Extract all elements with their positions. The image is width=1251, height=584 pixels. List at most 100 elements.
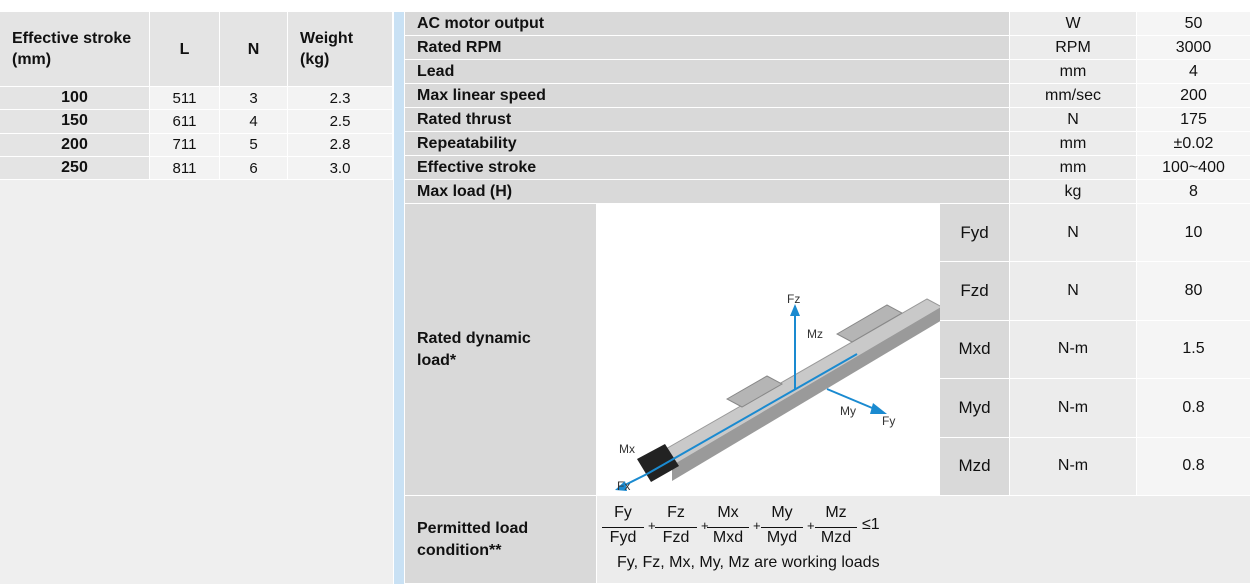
- spec-label: Effective stroke: [405, 156, 1010, 180]
- spec-unit: mm/sec: [1010, 84, 1137, 108]
- load-name-text: Mzd: [958, 456, 990, 476]
- spec-value: 100~400: [1137, 156, 1251, 180]
- load-unit-text: N-m: [1058, 340, 1088, 358]
- load-value-text: 0.8: [1182, 399, 1204, 417]
- data-cell: 811: [150, 157, 220, 180]
- spec-unit-text: W: [1065, 15, 1080, 33]
- page: Effective stroke (mm)LNWeight (kg)100511…: [0, 0, 1251, 584]
- spec-value-text: 175: [1180, 111, 1207, 129]
- load-value: 1.5: [1137, 321, 1251, 379]
- fraction-bar: [655, 527, 697, 528]
- data-cell-text: 4: [249, 113, 257, 130]
- diagram-label: Mx: [619, 442, 635, 456]
- spec-value: 8: [1137, 180, 1251, 204]
- spec-unit: N: [1010, 108, 1137, 132]
- spec-value: ±0.02: [1137, 132, 1251, 156]
- data-cell-text: 3.0: [330, 160, 351, 177]
- stroke-cell-text: 150: [61, 112, 88, 130]
- spec-unit-text: kg: [1065, 183, 1082, 201]
- load-value: 80: [1137, 262, 1251, 320]
- diagram-label: Fx: [617, 479, 630, 493]
- load-unit-text: N: [1067, 224, 1079, 242]
- spec-unit-text: N: [1067, 111, 1079, 129]
- spec-label-text: Repeatability: [417, 135, 517, 153]
- data-cell-text: 811: [173, 160, 197, 177]
- diagram-label: Mz: [807, 327, 823, 341]
- arrowhead: [870, 403, 887, 414]
- load-unit: N: [1010, 204, 1137, 262]
- data-cell-text: 3: [249, 90, 257, 107]
- axis-x: [647, 354, 857, 474]
- data-cell-text: 2.3: [330, 90, 351, 107]
- spec-value-text: 4: [1189, 63, 1198, 81]
- load-unit: N-m: [1010, 379, 1137, 437]
- permitted-label: Permitted load condition**: [405, 496, 597, 584]
- data-cell: 6: [220, 157, 288, 180]
- load-name: Mzd: [940, 438, 1010, 496]
- data-cell-text: 2.8: [330, 136, 351, 153]
- spec-label: Max linear speed: [405, 84, 1010, 108]
- header-cell-text: L: [180, 39, 190, 60]
- data-cell: 511: [150, 87, 220, 110]
- load-name-text: Myd: [958, 398, 990, 418]
- spec-label: Max load (H): [405, 180, 1010, 204]
- spec-label: Lead: [405, 60, 1010, 84]
- plus-sign: +: [753, 518, 761, 533]
- note: Fy, Fz, Mx, My, Mz are working loads: [617, 554, 880, 572]
- load-unit-text: N-m: [1058, 399, 1088, 417]
- data-cell-text: 5: [249, 136, 257, 153]
- data-cell: 611: [150, 110, 220, 133]
- diagram-label: My: [840, 404, 856, 418]
- fraction-bar: [707, 527, 749, 528]
- data-cell: 2.8: [288, 134, 393, 157]
- spec-label-text: Rated RPM: [417, 39, 501, 57]
- spec-value-text: ±0.02: [1174, 135, 1214, 153]
- load-value-text: 0.8: [1182, 457, 1204, 475]
- data-cell: 5: [220, 134, 288, 157]
- spec-unit: W: [1010, 12, 1137, 36]
- numerator: My: [771, 504, 792, 522]
- data-cell-text: 611: [173, 113, 197, 130]
- spec-label-text: Lead: [417, 63, 454, 81]
- plus-sign: +: [807, 518, 815, 533]
- load-value: 0.8: [1137, 438, 1251, 496]
- denominator: Mzd: [821, 529, 851, 547]
- denominator: Mxd: [713, 529, 743, 547]
- spec-unit: mm: [1010, 60, 1137, 84]
- spec-unit-text: mm: [1060, 63, 1087, 81]
- spec-unit: RPM: [1010, 36, 1137, 60]
- data-cell: 2.5: [288, 110, 393, 133]
- load-value-text: 1.5: [1182, 340, 1204, 358]
- spec-label: AC motor output: [405, 12, 1010, 36]
- header-cell-text: N: [248, 39, 260, 60]
- dynamic-label-text: Rated dynamic load*: [417, 328, 547, 372]
- load-name: Myd: [940, 379, 1010, 437]
- numerator: Mx: [717, 504, 738, 522]
- spec-label-text: Max load (H): [417, 183, 512, 201]
- spec-label: Rated thrust: [405, 108, 1010, 132]
- spec-value-text: 50: [1185, 15, 1203, 33]
- load-unit: N-m: [1010, 438, 1137, 496]
- stroke-cell-text: 100: [61, 89, 88, 107]
- data-cell: 3.0: [288, 157, 393, 180]
- denominator: Myd: [767, 529, 797, 547]
- spec-unit-text: mm: [1060, 135, 1087, 153]
- spec-label-text: Max linear speed: [417, 87, 546, 105]
- load-name: Fyd: [940, 204, 1010, 262]
- spec-value: 175: [1137, 108, 1251, 132]
- numerator: Fy: [614, 504, 632, 522]
- diagram-label: Fy: [882, 414, 895, 428]
- load-unit-text: N: [1067, 282, 1079, 300]
- stroke-cell: 150: [0, 110, 150, 133]
- stroke-cell: 250: [0, 157, 150, 180]
- load-name-text: Fzd: [960, 281, 988, 301]
- load-value-text: 10: [1185, 224, 1203, 242]
- left-blank: [0, 180, 393, 584]
- spec-unit: mm: [1010, 156, 1137, 180]
- permitted-label-text: Permitted load condition**: [417, 518, 567, 562]
- stroke-cell: 100: [0, 87, 150, 110]
- fraction-bar: [815, 527, 857, 528]
- load-value-text: 80: [1185, 282, 1203, 300]
- plus-sign: +: [648, 518, 656, 533]
